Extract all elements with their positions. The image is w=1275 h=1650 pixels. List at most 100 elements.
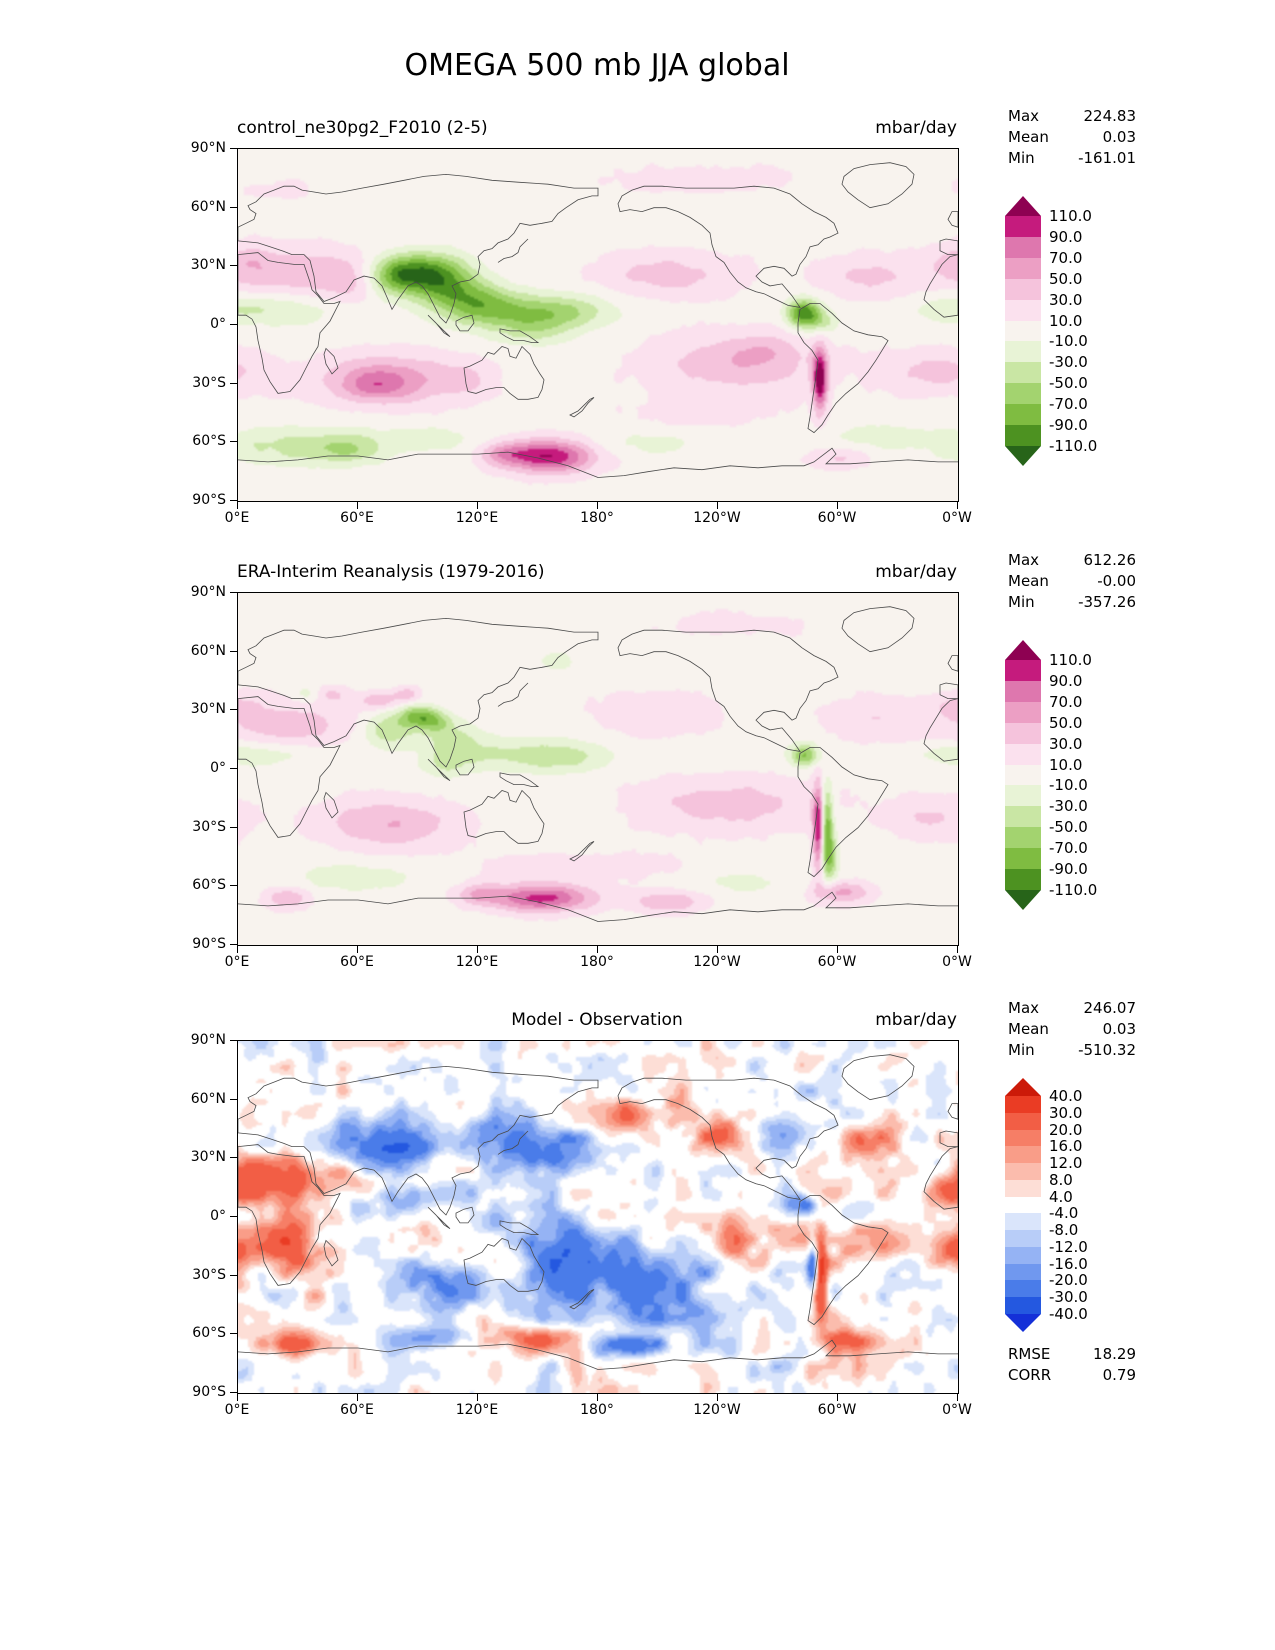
x-tick-mark [597, 1394, 598, 1401]
y-tick-label: 60°N [190, 1090, 226, 1107]
colorbar-tick-label: 70.0 [1049, 692, 1083, 711]
stat-row: Max 224.83 [1008, 106, 1136, 127]
map-difference [237, 1040, 959, 1394]
colorbar-tick-label: -30.0 [1049, 1288, 1088, 1307]
colorbar-segment [1005, 1196, 1041, 1214]
coastline-path [427, 1206, 451, 1230]
rmse-corr-block: RMSE 18.29 CORR 0.79 [1008, 1344, 1136, 1386]
stat-label: CORR [1008, 1366, 1052, 1384]
stats-block-difference: Max 246.07 Mean 0.03 Min -510.32 [1008, 998, 1136, 1061]
y-tick-label: 90°S [192, 936, 226, 952]
colorbar-segment [1005, 743, 1041, 765]
y-tick-label: 90°N [190, 1032, 226, 1048]
colorbar-segment [1005, 1112, 1041, 1130]
y-tick-label: 90°S [192, 492, 226, 508]
coastline-path [463, 345, 545, 400]
x-tick-mark [837, 1394, 838, 1401]
coastline-path [238, 891, 958, 922]
colorbar-tick-label: 70.0 [1049, 248, 1083, 267]
map-canvas-model [238, 149, 958, 501]
stat-label: Max [1008, 999, 1040, 1017]
stat-label: Max [1008, 551, 1040, 569]
colorbar-tick-label: -30.0 [1049, 797, 1088, 816]
colorbar-tick-label: 12.0 [1049, 1154, 1083, 1173]
x-tick-mark [357, 502, 358, 509]
colorbar-segment [1005, 1297, 1041, 1314]
map-canvas-reanalysis [238, 593, 958, 945]
colorbar-tick-label: 90.0 [1049, 671, 1083, 690]
x-tick-label: 0°W [942, 1402, 972, 1418]
stat-value: -510.32 [1078, 1041, 1136, 1059]
colorbar-segment [1005, 1096, 1041, 1113]
coastline-path [499, 328, 540, 344]
colorbar-tick-label: 8.0 [1049, 1170, 1073, 1189]
y-tick-mark [230, 944, 237, 945]
colorbar-tick-label: 16.0 [1049, 1137, 1083, 1156]
coastline-path [238, 447, 958, 478]
colorbar-tick-label: -20.0 [1049, 1271, 1088, 1290]
colorbar-bottom-arrow [1005, 1313, 1041, 1332]
colorbar-tick-label: -10.0 [1049, 332, 1088, 351]
stat-value: 224.83 [1083, 107, 1137, 125]
colorbar-tick-label: 4.0 [1049, 1187, 1073, 1206]
coastline-path [797, 1195, 889, 1326]
colorbar-tick-label: 50.0 [1049, 713, 1083, 732]
stat-value: -0.00 [1097, 572, 1136, 590]
coastline-path [939, 1130, 958, 1147]
y-tick-label: 30°N [190, 701, 226, 718]
coastline-path [238, 1339, 958, 1370]
x-tick-mark [717, 502, 718, 509]
y-tick-mark [230, 592, 237, 593]
x-tick-label: 120°E [455, 954, 499, 970]
panel-difference-title: Model - Observation [511, 1010, 683, 1030]
colorbar-segment [1005, 1179, 1041, 1197]
colorbar-segment [1005, 1246, 1041, 1264]
stat-value: 0.03 [1102, 128, 1136, 146]
figure-title: OMEGA 500 mb JJA global [404, 48, 790, 83]
colorbar-segment [1005, 1163, 1041, 1180]
y-tick-label: 0° [210, 760, 226, 776]
y-tick-label: 30°N [190, 1149, 226, 1166]
coastline-path [841, 606, 915, 653]
x-tick-mark [717, 946, 718, 953]
colorbar-segment [1005, 1213, 1041, 1231]
colorbar-tick-label: -30.0 [1049, 353, 1088, 372]
colorbar-reanalysis: 110.0 90.0 70.0 50.0 30.0 10.0 -10.0 -30.0 -50.0… [1005, 640, 1097, 910]
y-tick-mark [230, 1157, 237, 1159]
y-tick-mark [230, 885, 237, 887]
coastlines-overlay [238, 606, 958, 922]
colorbar-tick-label: -70.0 [1049, 395, 1088, 414]
x-tick-mark [717, 1394, 718, 1401]
stat-row: Mean 0.03 [1008, 127, 1136, 148]
coastline-path [323, 791, 339, 819]
coastline-path [463, 1237, 545, 1292]
colorbar-segment [1005, 680, 1041, 702]
colorbar-top-arrow [1005, 640, 1041, 660]
colorbar-tick-label: -50.0 [1049, 818, 1088, 837]
stat-row: RMSE 18.29 [1008, 1344, 1136, 1365]
coastline-path [238, 1144, 341, 1286]
x-tick-mark [237, 946, 238, 953]
coastline-path [427, 314, 451, 338]
x-tick-mark [357, 1394, 358, 1401]
colorbar-tick-label: -70.0 [1049, 839, 1088, 858]
colorbar-segment [1005, 764, 1041, 786]
stat-label: Min [1008, 593, 1035, 611]
coastline-path [238, 696, 341, 838]
coastline-path [427, 758, 451, 782]
y-tick-mark [230, 1333, 237, 1335]
coastlines-overlay [238, 1054, 958, 1370]
colorbar-segment [1005, 1129, 1041, 1147]
coastline-path [841, 162, 915, 209]
colorbar-segment [1005, 660, 1041, 681]
colorbar-segment [1005, 216, 1041, 237]
y-tick-label: 60°S [192, 1325, 226, 1342]
y-tick-mark [230, 1392, 237, 1393]
y-tick-mark [230, 768, 237, 769]
stat-row: CORR 0.79 [1008, 1365, 1136, 1386]
y-tick-label: 0° [210, 316, 226, 332]
colorbar-tick-label: -12.0 [1049, 1237, 1088, 1256]
coastline-path [323, 347, 339, 375]
colorbar-tick-label: -40.0 [1049, 1305, 1088, 1323]
coastline-path [797, 747, 889, 878]
